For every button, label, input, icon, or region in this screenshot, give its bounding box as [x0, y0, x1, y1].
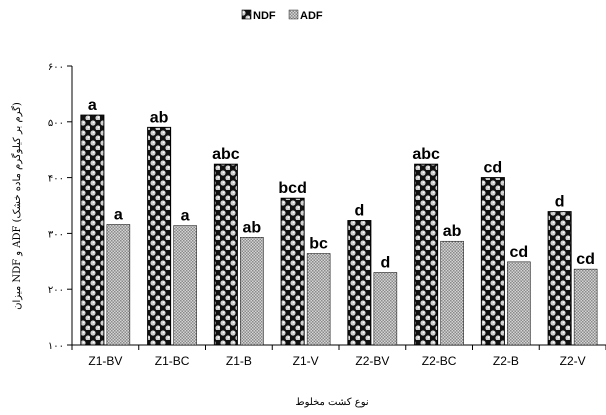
significance-letter-adf: a — [114, 206, 123, 223]
significance-letter-adf: ab — [443, 223, 462, 240]
y-tick-label: ۲۰۰ — [48, 285, 64, 296]
significance-letter-ndf: d — [555, 194, 565, 211]
significance-letter-adf: bc — [309, 235, 328, 252]
significance-letter-ndf: abc — [212, 146, 240, 163]
bar-adf — [106, 224, 131, 346]
bar-ndf — [280, 197, 305, 346]
legend-swatch-adf — [288, 9, 299, 20]
y-axis-label: میزان NDF و ADF (گرم بر کیلوگرم ماده خشک… — [11, 102, 23, 310]
x-tick-label: Z2-BC — [422, 354, 457, 368]
y-tick-label: ۳۰۰ — [48, 229, 64, 240]
x-tick-label: Z2-B — [493, 354, 519, 368]
x-tick-label: Z1-BV — [88, 354, 122, 368]
significance-letter-adf: ab — [243, 219, 262, 236]
x-tick-label: Z2-BV — [355, 354, 389, 368]
bar-ndf — [80, 114, 105, 346]
significance-letter-adf: cd — [576, 251, 595, 268]
bars — [80, 114, 598, 346]
significance-letter-adf: a — [181, 208, 190, 225]
significance-letter-adf: d — [380, 254, 390, 271]
bar-adf — [306, 253, 331, 346]
legend-swatch-ndf — [241, 9, 252, 20]
bar-ndf — [347, 220, 372, 346]
bar-ndf — [147, 126, 172, 346]
bar-ndf — [547, 211, 572, 346]
y-tick-label: ۴۰۰ — [48, 174, 64, 185]
bar-adf — [240, 237, 264, 346]
y-tick-label: ۶۰۰ — [48, 62, 64, 73]
x-tick-label: Z1-B — [226, 354, 252, 368]
x-axis-label: نوع کشت مخلوط — [295, 397, 368, 408]
x-tick-label: Z1-BC — [155, 354, 190, 368]
y-ticks: ۱۰۰ ۲۰۰ ۳۰۰ ۴۰۰ ۵۰۰ ۶۰۰ — [48, 62, 72, 352]
significance-letter-adf: cd — [510, 244, 529, 261]
significance-letter-ndf: abc — [412, 146, 440, 163]
bar-adf — [173, 225, 197, 346]
legend: NDF ADF — [241, 9, 323, 22]
legend-label-adf: ADF — [300, 10, 323, 22]
y-tick-label: ۵۰۰ — [48, 118, 64, 129]
legend-label-ndf: NDF — [253, 10, 276, 22]
bar-ndf — [414, 163, 439, 346]
significance-letter-ndf: ab — [150, 109, 169, 126]
x-tick-label: Z1-V — [293, 354, 319, 368]
bar-adf — [440, 240, 464, 346]
significance-letter-ndf: cd — [484, 160, 503, 177]
bar-ndf — [480, 177, 505, 346]
significance-letter-ndf: d — [354, 203, 364, 220]
bar-adf — [373, 272, 398, 346]
significance-letter-ndf: bcd — [278, 180, 306, 197]
bar-adf — [573, 268, 598, 346]
bar-ndf — [213, 163, 238, 346]
y-tick-label: ۱۰۰ — [48, 341, 64, 352]
bar-adf — [507, 261, 531, 346]
x-tick-label: Z2-V — [560, 354, 586, 368]
x-ticks: Z1-BV Z1-BC Z1-B Z1-V Z2-BV Z2-BC Z2-B Z2-V — [71, 345, 606, 368]
significance-letter-ndf: a — [88, 97, 97, 114]
